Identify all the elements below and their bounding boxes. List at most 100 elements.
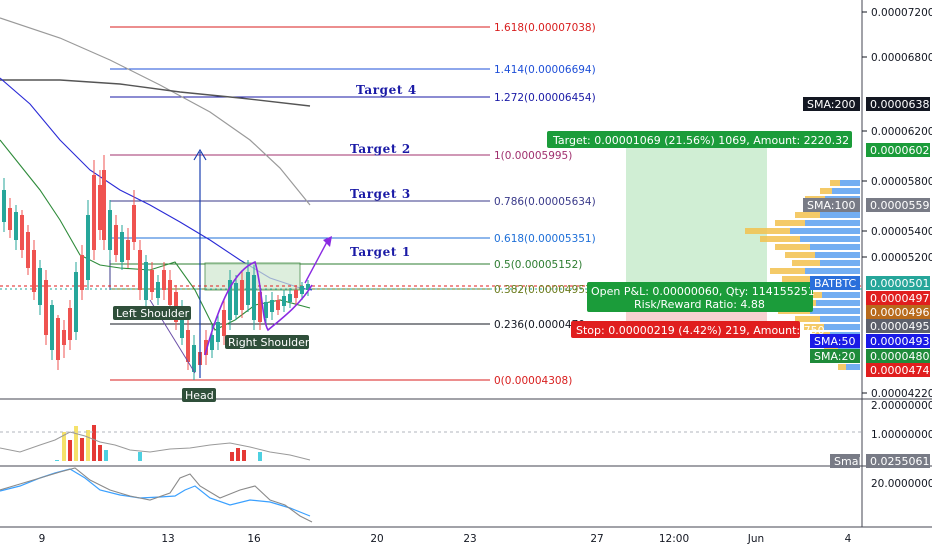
price-tag: 0.00004959: [866, 319, 932, 333]
fib-level-label: 1.272(0.00006454): [494, 92, 596, 104]
price-tag-value: 0.00005019: [870, 277, 932, 290]
volume-bar: [236, 448, 240, 461]
volume-tag-label: Small: [834, 455, 865, 468]
target-label[interactable]: Target 4: [356, 83, 417, 97]
candle: [252, 265, 256, 330]
volume-profile-row: [775, 220, 805, 226]
candle: [150, 262, 154, 300]
candle: [270, 292, 274, 320]
fib-level-label: 1(0.00005995): [494, 150, 572, 162]
price-tag-value: 0.00004740: [870, 364, 932, 377]
candle: [68, 300, 72, 350]
volume-bar: [92, 425, 96, 461]
sma-50-line: [0, 77, 313, 291]
volume-profile-row: [770, 268, 805, 274]
projection-arrow-path[interactable]: [304, 239, 329, 284]
candle: [20, 210, 24, 258]
fib-level-label: 0.382(0.00004953): [494, 284, 596, 296]
position-pnl-label[interactable]: Open P&L: 0.00000060, Qty: 114155251 Ris…: [587, 282, 815, 312]
volume-profile-row: [846, 364, 860, 370]
candle: [74, 262, 78, 340]
volume-axis-label: 2.00000000: [871, 400, 932, 412]
volume-profile-row: [810, 308, 860, 314]
price-tag-label: SMA:20: [814, 350, 856, 363]
volume-profile-row: [795, 316, 820, 322]
candle: [156, 275, 160, 305]
price-tag-label: SMA:50: [814, 335, 856, 348]
price-tag: 0.00004740: [866, 363, 932, 377]
time-axis-label: 9: [39, 533, 46, 545]
price-axis-label: 0.00005800: [871, 176, 932, 188]
candle: [216, 315, 220, 350]
candle: [300, 282, 304, 300]
fib-level-label: 1.618(0.00007038): [494, 22, 596, 34]
pattern-label[interactable]: Right Shoulder: [225, 335, 310, 349]
price-axis-label: 0.00005200: [871, 252, 932, 264]
volume-sma-line: [0, 431, 311, 461]
pattern-label[interactable]: Left Shoulder: [113, 306, 191, 320]
price-tags: SMA:200 0.00006382 0.00006028 SMA:100 0.0000…: [803, 97, 932, 468]
price-tag-value: 0.00004979: [870, 292, 932, 305]
price-tag-value: 0.00004932: [870, 335, 932, 348]
position-stop-label[interactable]: Stop: 0.00000219 (4.42%) 219, Amount: 75…: [571, 321, 825, 338]
candle: [26, 225, 30, 275]
sma-200-line: [0, 17, 311, 206]
price-tag: 0.00004966: [866, 305, 932, 319]
candle: [14, 205, 18, 250]
time-axis-label: 23: [463, 533, 476, 545]
candle: [126, 228, 130, 268]
volume-bar: [98, 445, 102, 461]
price-axis[interactable]: 0.00007200 0.00006800 0.00006200 0.00005800…: [862, 7, 932, 490]
head-shoulders-pattern[interactable]: [204, 260, 313, 356]
volume-profile-row: [820, 188, 832, 194]
volume-bar: [242, 450, 246, 461]
position-target-label[interactable]: Target: 0.00001069 (21.56%) 1069, Amount…: [547, 131, 852, 148]
volume-profile-row: [822, 292, 860, 298]
candle: [144, 255, 148, 310]
volume-bar: [74, 426, 78, 461]
long-position-tool[interactable]: [626, 140, 767, 321]
candle: [32, 240, 36, 300]
candle: [8, 198, 12, 238]
price-tag: BATBTC 0.00005019: [810, 276, 932, 290]
candle: [2, 178, 6, 232]
candle: [294, 285, 298, 305]
fib-level-label: 0.5(0.00005152): [494, 259, 582, 271]
time-axis[interactable]: 9 13 16 20 23 27 12:00 Jun 4: [39, 533, 852, 545]
target-measure-arrowhead: [193, 148, 207, 161]
volume-bar: [68, 440, 72, 461]
target-label[interactable]: Target 3: [350, 187, 411, 201]
candle: [38, 260, 42, 315]
position-rr-text: Risk/Reward Ratio: 4.88: [634, 298, 765, 311]
price-tag: 0.00004979: [866, 291, 932, 305]
position-pnl-text: Open P&L: 0.00000060, Qty: 114155251: [591, 285, 815, 298]
price-axis-label: 0.00007200: [871, 7, 932, 19]
candlesticks: [2, 155, 310, 380]
volume-profile-row: [760, 236, 800, 242]
candle: [114, 215, 118, 262]
target-label[interactable]: Target 1: [350, 245, 411, 259]
volume-profile-row: [790, 228, 860, 234]
volume-profile-row: [805, 268, 860, 274]
volume-bar: [55, 460, 59, 461]
volume-bar: [138, 452, 142, 461]
candle: [162, 262, 166, 300]
time-axis-label: 20: [370, 533, 383, 545]
candle: [102, 155, 106, 250]
time-axis-label: Jun: [747, 533, 764, 545]
price-axis-label: 0.00006800: [871, 52, 932, 64]
price-tag-value: 0.00004959: [870, 320, 932, 333]
candle: [204, 330, 208, 365]
price-axis-label: 0.00006200: [871, 126, 932, 138]
volume-bar: [230, 452, 234, 461]
candle: [50, 300, 54, 360]
candle: [44, 270, 48, 345]
candle: [306, 280, 310, 296]
pattern-label[interactable]: Head: [182, 388, 216, 402]
price-axis-label: 0.00004220: [871, 388, 932, 400]
target-label[interactable]: Target 2: [350, 142, 411, 156]
candle: [264, 295, 268, 325]
candle: [92, 160, 96, 260]
volume-bar: [258, 452, 262, 461]
